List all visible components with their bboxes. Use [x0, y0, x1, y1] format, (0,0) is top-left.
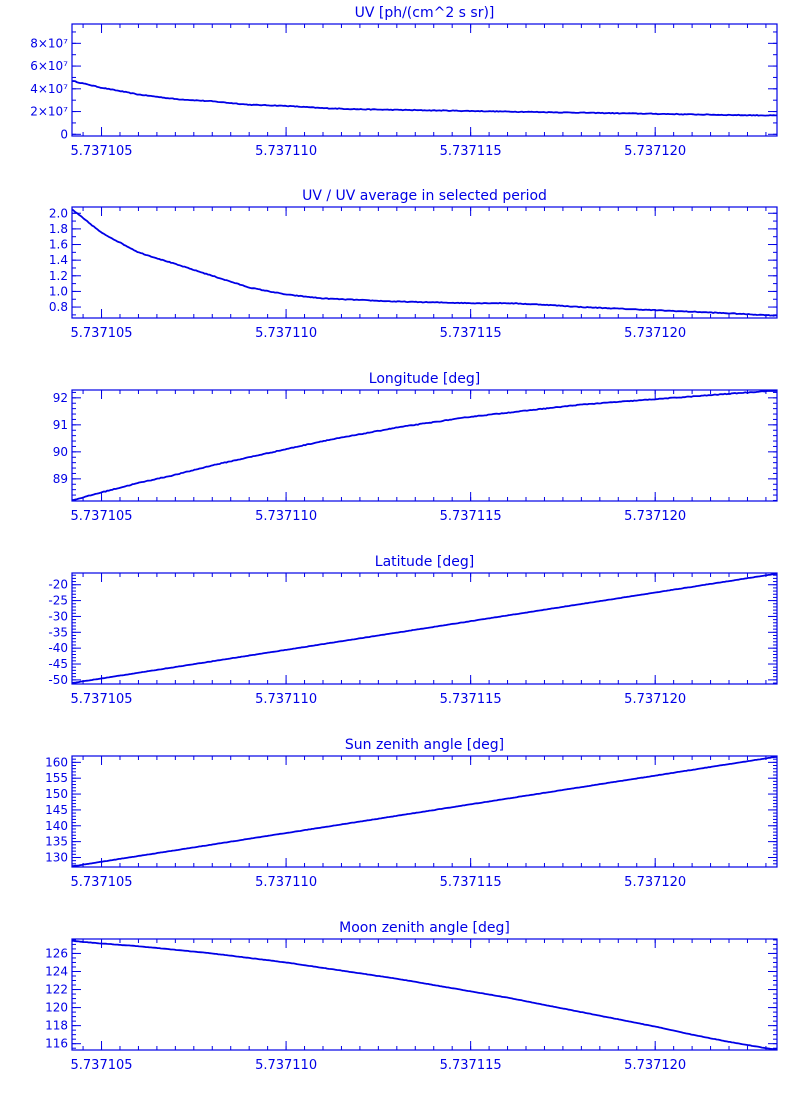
y-tick-label: 130 [45, 850, 68, 864]
y-tick-label: 90 [53, 445, 68, 459]
y-tick-label: 89 [53, 472, 68, 486]
y-tick-label: 120 [45, 1001, 68, 1015]
y-tick-label: 91 [53, 418, 68, 432]
chart-title: Sun zenith angle [deg] [345, 737, 504, 753]
y-tick-label: -45 [48, 657, 68, 671]
y-tick-label: 1.2 [49, 269, 68, 283]
x-tick-label: 5.737115 [440, 692, 502, 707]
x-tick-label: 5.737110 [255, 1058, 317, 1073]
x-tick-label: 5.737110 [255, 326, 317, 341]
y-tick-label: -30 [48, 609, 68, 623]
y-tick-label: 1.0 [49, 284, 68, 298]
x-tick-label: 5.737120 [624, 1058, 686, 1073]
x-tick-label: 5.737110 [255, 692, 317, 707]
chart-title: UV / UV average in selected period [302, 188, 547, 204]
plot-frame [71, 755, 778, 868]
y-tick-label: 2×10⁷ [30, 105, 68, 119]
series-line [72, 940, 777, 1050]
x-tick-label: 5.737110 [255, 144, 317, 159]
chart-title: Longitude [deg] [369, 371, 480, 387]
y-tick-label: 126 [45, 946, 68, 960]
x-tick-label: 5.737115 [440, 1058, 502, 1073]
x-tick-label: 5.737115 [440, 326, 502, 341]
x-tick-label: 5.737105 [71, 509, 133, 524]
y-tick-label: 0.8 [49, 300, 68, 314]
plot-frame [71, 389, 778, 502]
x-tick-label: 5.737115 [440, 144, 502, 159]
series-line [71, 208, 778, 317]
x-tick-label: 5.737105 [71, 875, 133, 890]
x-tick-label: 5.737120 [624, 509, 686, 524]
y-tick-label: 140 [45, 819, 68, 833]
series-line [71, 80, 777, 117]
y-tick-label: 6×10⁷ [30, 59, 68, 73]
y-tick-label: 145 [45, 803, 68, 817]
plot-frame [71, 572, 778, 685]
panel-1: UV [ph/(cm^2 s sr)] 0 2×10⁷ 4×10⁷ 6×10⁷ 8×10⁷… [30, 5, 778, 159]
panel-2: UV / UV average in selected period 0.8 1.0… [49, 188, 778, 341]
plot-frame [71, 23, 778, 137]
x-tick-label: 5.737115 [440, 509, 502, 524]
y-tick-label: 155 [45, 771, 68, 785]
y-tick-label: -35 [48, 625, 68, 639]
y-tick-label: 8×10⁷ [30, 36, 68, 50]
panel-3: Longitude [deg] 89 90 91 92 5.737105 5.737110 5… [53, 371, 778, 524]
x-tick-label: 5.737110 [255, 509, 317, 524]
plot-frame [71, 206, 778, 319]
plot-frame [71, 938, 778, 1051]
y-tick-label: -40 [48, 641, 68, 655]
y-tick-label: -20 [48, 578, 68, 592]
y-tick-label: -25 [48, 594, 68, 608]
y-tick-label: 1.8 [49, 222, 68, 236]
y-tick-label: -50 [48, 673, 68, 687]
x-tick-label: 5.737115 [440, 875, 502, 890]
x-tick-label: 5.737105 [71, 326, 133, 341]
x-tick-label: 5.737120 [624, 692, 686, 707]
y-tick-label: 122 [45, 983, 68, 997]
y-tick-label: 118 [45, 1019, 68, 1033]
y-tick-label: 116 [45, 1037, 68, 1051]
chart-title: Moon zenith angle [deg] [339, 920, 510, 936]
x-tick-label: 5.737110 [255, 875, 317, 890]
x-tick-label: 5.737105 [71, 1058, 133, 1073]
chart-title: Latitude [deg] [375, 554, 474, 570]
y-tick-label: 2.0 [49, 206, 68, 220]
y-tick-label: 1.6 [49, 238, 68, 252]
y-tick-label: 92 [53, 391, 68, 405]
y-tick-label: 0 [60, 127, 68, 141]
series-line [71, 573, 777, 684]
series-line [72, 756, 777, 867]
y-tick-label: 135 [45, 835, 68, 849]
panel-4: Latitude [deg] -50 -45 -40 -35 -30-25 -20 5.737… [48, 554, 778, 707]
x-tick-label: 5.737105 [71, 692, 133, 707]
x-tick-label: 5.737105 [71, 144, 133, 159]
panel-6: Moon zenith angle [deg] 116 118 120 122 124 12… [45, 920, 778, 1073]
y-tick-label: 160 [45, 755, 68, 769]
y-tick-label: 124 [45, 964, 68, 978]
y-tick-label: 150 [45, 787, 68, 801]
x-tick-label: 5.737120 [624, 144, 686, 159]
y-tick-label: 1.4 [49, 253, 68, 267]
chart-title: UV [ph/(cm^2 s sr)] [355, 5, 495, 21]
y-tick-label: 4×10⁷ [30, 82, 68, 96]
series-line [72, 390, 777, 501]
x-tick-label: 5.737120 [624, 326, 686, 341]
x-tick-label: 5.737120 [624, 875, 686, 890]
